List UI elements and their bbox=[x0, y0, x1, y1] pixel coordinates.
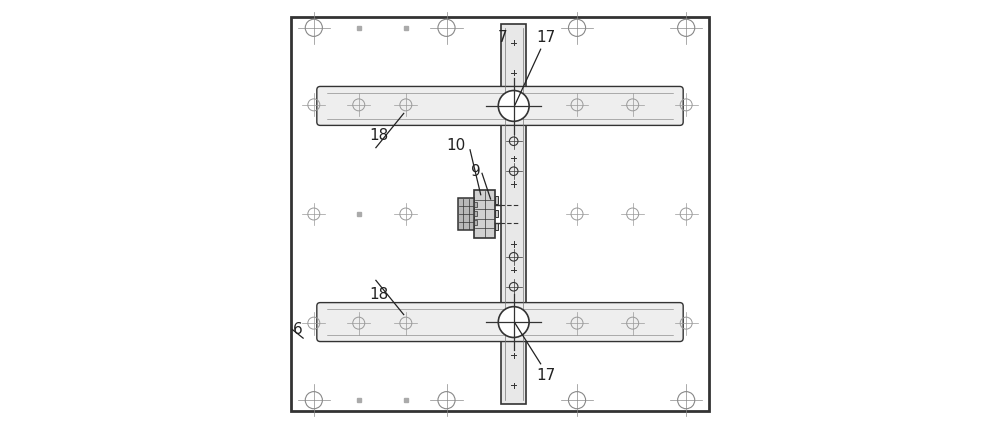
Text: 7: 7 bbox=[497, 30, 507, 45]
Bar bbox=[474, 190, 495, 238]
Bar bbox=[495, 223, 498, 230]
Bar bbox=[495, 196, 498, 204]
Bar bbox=[474, 220, 477, 225]
Text: 9: 9 bbox=[471, 163, 481, 179]
Bar bbox=[495, 210, 498, 217]
Circle shape bbox=[498, 91, 529, 122]
Text: 18: 18 bbox=[369, 287, 389, 302]
Bar bbox=[474, 211, 477, 216]
Text: 17: 17 bbox=[536, 368, 556, 383]
Text: 6: 6 bbox=[292, 322, 302, 337]
Text: 17: 17 bbox=[536, 30, 556, 45]
Text: 10: 10 bbox=[447, 138, 466, 153]
Bar bbox=[458, 198, 474, 230]
Circle shape bbox=[498, 306, 529, 337]
Text: 18: 18 bbox=[369, 128, 389, 143]
Bar bbox=[474, 202, 477, 207]
FancyBboxPatch shape bbox=[317, 86, 683, 125]
Bar bbox=[501, 24, 526, 404]
FancyBboxPatch shape bbox=[317, 303, 683, 342]
